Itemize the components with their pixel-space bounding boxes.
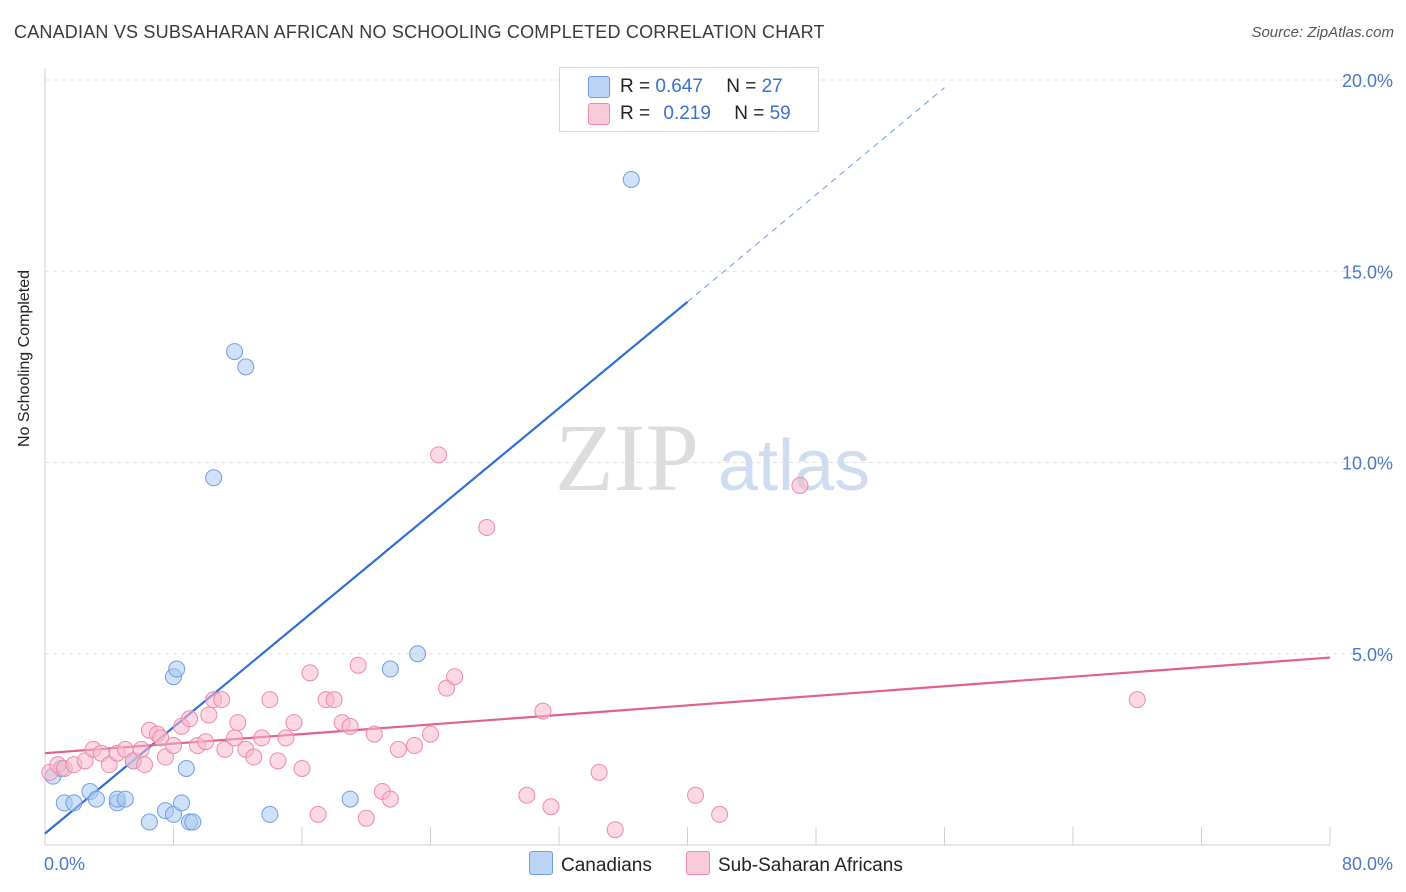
point-subsaharan (542, 798, 560, 816)
legend-r-value: 0.647 (655, 76, 703, 97)
bottom-legend-canadians: Canadians (529, 851, 652, 877)
bottom-legend-label-canadians: Canadians (561, 855, 652, 876)
point-subsaharan (229, 714, 247, 732)
point-subsaharan (687, 786, 705, 804)
legend-row-canadians: R = 0.647 N = 27 (620, 76, 783, 98)
y-tick-label: 5.0% (1352, 645, 1393, 665)
point-subsaharan (478, 519, 496, 537)
point-canadians (409, 645, 427, 663)
point-subsaharan (200, 706, 218, 724)
point-subsaharan (349, 656, 367, 674)
point-subsaharan (405, 737, 423, 755)
point-subsaharan (136, 756, 154, 774)
point-subsaharan (381, 790, 399, 808)
watermark-atlas: atlas (718, 426, 870, 506)
point-subsaharan (181, 710, 199, 728)
legend-n-value: 59 (769, 103, 791, 124)
point-canadians (261, 805, 279, 823)
point-subsaharan (165, 737, 182, 755)
point-subsaharan (389, 740, 407, 758)
point-subsaharan (301, 664, 319, 682)
point-canadians (184, 813, 202, 831)
correlation-legend: R = 0.647 N = 27 R = 0.219 N = 59 (559, 67, 819, 132)
trend-extension-canadians (687, 87, 945, 303)
legend-n-label: N = (734, 103, 765, 124)
point-subsaharan (365, 725, 383, 743)
point-subsaharan (309, 805, 327, 823)
point-subsaharan (606, 821, 624, 839)
point-subsaharan (285, 714, 303, 732)
point-subsaharan (269, 752, 287, 770)
y-tick-label: 20.0% (1342, 71, 1393, 91)
point-canadians (226, 343, 244, 361)
legend-r-value: 0.219 (663, 103, 711, 124)
point-subsaharan (132, 740, 150, 758)
axes (44, 68, 1331, 846)
point-canadians (116, 790, 134, 808)
point-canadians (177, 760, 195, 777)
point-subsaharan (293, 760, 311, 777)
x-tick-label: 0.0% (44, 854, 85, 874)
source-note: Source: ZipAtlas.com (1251, 24, 1394, 41)
point-subsaharan (446, 668, 464, 686)
bottom-legend-subsaharan: Sub-Saharan Africans (686, 851, 903, 877)
point-subsaharan (1128, 691, 1146, 709)
point-subsaharan (518, 786, 536, 804)
point-canadians (381, 660, 399, 678)
chart-title: CANADIAN VS SUBSAHARAN AFRICAN NO SCHOOL… (14, 22, 825, 42)
point-subsaharan (357, 809, 375, 827)
point-subsaharan (261, 691, 279, 709)
data-points (41, 170, 1146, 839)
watermark: ZIP atlas (555, 404, 870, 511)
bottom-legend-swatch-canadians (529, 851, 553, 875)
legend-swatch-canadians (588, 76, 610, 98)
point-subsaharan (341, 717, 359, 735)
point-subsaharan (216, 740, 234, 758)
legend-n-label: N = (726, 76, 757, 97)
point-subsaharan (213, 691, 231, 709)
point-subsaharan (152, 729, 170, 747)
point-subsaharan (277, 729, 295, 747)
point-canadians (87, 790, 105, 808)
y-tick-label: 15.0% (1342, 262, 1393, 282)
tick-labels: 5.0% 10.0% 15.0% 20.0% 0.0% 80.0% (44, 71, 1393, 874)
point-subsaharan (534, 702, 552, 720)
point-subsaharan (711, 805, 729, 823)
point-subsaharan (245, 748, 263, 766)
watermark-zip: ZIP (555, 404, 699, 511)
point-subsaharan (791, 476, 809, 494)
bottom-legend-label-subsaharan: Sub-Saharan Africans (718, 855, 903, 876)
point-canadians (140, 813, 158, 831)
point-subsaharan (430, 446, 448, 464)
point-canadians (205, 469, 223, 487)
point-canadians (341, 790, 359, 808)
point-subsaharan (590, 763, 608, 781)
legend-n-value: 27 (761, 76, 783, 97)
point-subsaharan (325, 691, 343, 709)
point-canadians (65, 794, 83, 812)
y-tick-label: 10.0% (1342, 454, 1393, 474)
legend-row-subsaharan: R = 0.219 N = 59 (620, 103, 791, 125)
point-subsaharan (253, 729, 271, 747)
point-canadians (622, 170, 640, 188)
point-subsaharan (197, 733, 215, 751)
x-tick-label: 80.0% (1342, 854, 1393, 874)
point-canadians (168, 660, 186, 678)
point-subsaharan (422, 725, 439, 743)
bottom-legend-swatch-subsaharan (686, 851, 710, 875)
point-canadians (173, 794, 191, 812)
legend-r-label: R = (620, 76, 651, 97)
legend-r-label: R = (620, 103, 651, 124)
point-canadians (237, 358, 255, 376)
legend-swatch-subsaharan (588, 103, 610, 125)
